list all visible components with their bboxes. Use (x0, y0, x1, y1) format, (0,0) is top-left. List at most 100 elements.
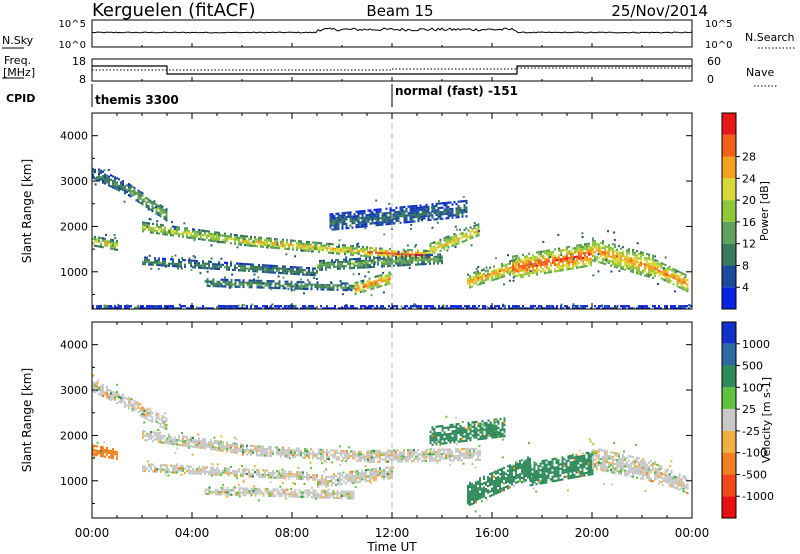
echo-cell (451, 210, 454, 213)
echo-cell (172, 232, 174, 235)
echo-cell (228, 472, 230, 475)
echo-cell (471, 285, 473, 288)
echo-cell (447, 448, 449, 451)
echo-cell (192, 467, 194, 471)
echo-cell (388, 280, 391, 283)
colorbar-tick-label: 16 (742, 216, 756, 229)
echo-cell (592, 243, 594, 247)
echo-cell (174, 471, 176, 474)
echo-cell (405, 216, 408, 219)
echo-cell (640, 271, 642, 274)
echo-cell (674, 271, 677, 274)
echo-cell (234, 444, 236, 447)
echo-cell (371, 213, 374, 216)
echo-cell (188, 232, 190, 235)
echo-cell (458, 305, 460, 308)
echo-cell (212, 267, 214, 270)
echo-cell (463, 448, 465, 451)
echo-cell (184, 231, 186, 234)
echo-cell (162, 228, 164, 231)
echo-cell (331, 213, 334, 216)
echo-cell (415, 211, 418, 214)
echo-cell (435, 249, 438, 252)
echo-cell (328, 458, 330, 461)
echo-cell (326, 288, 329, 291)
echo-cell (312, 274, 314, 277)
echo-cell (308, 450, 310, 453)
echo-cell (401, 255, 403, 258)
echo-cell (308, 283, 311, 286)
echo-cell (128, 403, 130, 406)
echo-cell (162, 468, 164, 471)
echo-cell (356, 243, 359, 246)
echo-cell (156, 431, 158, 435)
echo-cell (236, 491, 239, 494)
echo-cell (365, 257, 367, 260)
echo-cell (534, 262, 536, 265)
echo-cell (425, 254, 427, 257)
echo-cell (451, 459, 453, 462)
echo-cell (276, 476, 278, 479)
echo-cell (168, 262, 170, 265)
echo-cell (339, 216, 342, 219)
echo-cell (382, 291, 385, 294)
echo-cell (423, 455, 425, 458)
echo-cell (664, 272, 667, 275)
echo-cell (110, 390, 112, 393)
echo-cell (330, 449, 332, 452)
echo-cell (411, 209, 414, 212)
echo-cell (198, 472, 200, 475)
echo-cell (334, 456, 336, 459)
echo-cell (421, 453, 423, 456)
echo-cell (282, 265, 284, 268)
echo-cell (100, 176, 102, 179)
echo-cell (104, 244, 106, 247)
echo-cell (161, 421, 164, 424)
echo-cell (280, 472, 282, 475)
echo-cell (608, 261, 610, 264)
echo-cell (262, 266, 264, 269)
echo-cell (280, 305, 282, 308)
echo-cell (449, 450, 451, 453)
echo-cell (524, 307, 526, 309)
echo-cell (98, 177, 100, 180)
echo-cell (188, 236, 190, 239)
echo-cell (391, 220, 394, 223)
echo-cell (576, 305, 579, 307)
echo-cell (386, 283, 389, 286)
echo-cell (443, 237, 446, 240)
echo-cell (110, 174, 112, 177)
echo-cell (550, 262, 552, 265)
echo-cell (356, 283, 359, 286)
echo-cell (435, 258, 437, 261)
echo-cell (385, 218, 388, 221)
echo-cell (157, 268, 160, 271)
echo-cell (246, 235, 248, 238)
echo-cell (238, 241, 240, 244)
echo-cell (110, 307, 112, 309)
echo-cell (520, 267, 522, 270)
echo-cell (566, 250, 568, 253)
echo-cell (139, 190, 142, 194)
echo-cell (407, 212, 410, 215)
echo-cell (341, 218, 344, 221)
echo-cell (648, 275, 650, 278)
echo-cell (335, 219, 338, 222)
echo-cell (264, 270, 266, 274)
echo-cell (614, 305, 616, 308)
echo-cell (520, 273, 522, 277)
echo-cell (423, 215, 426, 218)
echo-cell (308, 456, 310, 460)
echo-cell (196, 469, 199, 472)
echo-cell (151, 203, 154, 206)
echo-cell (481, 278, 483, 281)
echo-cell (467, 452, 469, 455)
echo-cell (124, 189, 126, 193)
echo-cell (383, 218, 386, 222)
colorbar-segment (722, 287, 736, 309)
echo-cell (304, 305, 306, 308)
echo-cell (446, 249, 449, 252)
echo-cell (435, 455, 437, 458)
echo-cell (312, 250, 314, 253)
echo-cell (399, 264, 401, 267)
